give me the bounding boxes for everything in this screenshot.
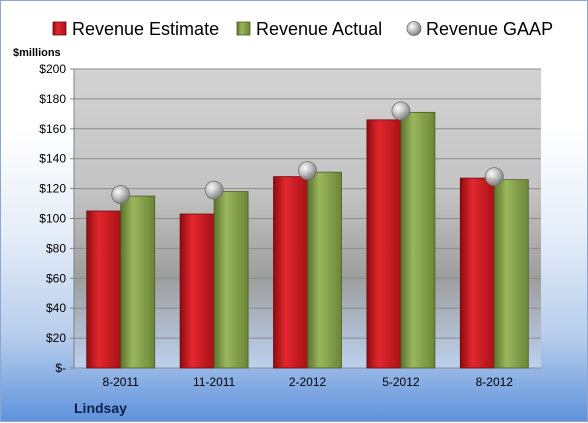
- y-tick-label: $60: [46, 271, 66, 285]
- legend-label: Revenue Estimate: [72, 19, 219, 39]
- legend-swatch-estimate: [52, 21, 67, 36]
- bar-revenue-actual: [120, 195, 156, 369]
- bar-revenue-actual: [400, 111, 436, 369]
- y-tick-label: $20: [46, 331, 66, 345]
- y-tick-label: $40: [46, 301, 66, 315]
- marker-revenue-gaap: [484, 167, 504, 187]
- bar-revenue-estimate: [86, 210, 122, 369]
- bar-revenue-estimate: [179, 213, 215, 369]
- y-tick-label: $200: [39, 62, 66, 76]
- y-tick-label: $120: [39, 182, 66, 196]
- y-axis: $200 $180 $160 $140 $120 $100 $80 $60 $40 $20 $-: [39, 62, 75, 375]
- y-tick-label: $-: [55, 361, 66, 375]
- marker-revenue-gaap: [298, 161, 317, 181]
- bar-revenue-estimate: [273, 176, 308, 369]
- x-tick-label: 5-2012: [382, 375, 420, 389]
- y-tick-label: $100: [39, 212, 66, 226]
- legend-label: Revenue Actual: [256, 19, 382, 39]
- y-tick-label: $140: [39, 152, 66, 166]
- gaap-markers: [111, 101, 504, 204]
- legend-swatch-actual: [236, 21, 251, 36]
- marker-revenue-gaap: [204, 180, 224, 200]
- unit-label: $millions: [13, 47, 61, 59]
- x-tick-label: 8-2012: [476, 375, 514, 389]
- y-tick-label: $180: [39, 92, 66, 106]
- x-tick-label: 2-2012: [289, 375, 327, 389]
- y-tick-label: $160: [39, 122, 66, 136]
- bar-revenue-estimate: [459, 177, 495, 369]
- legend-swatch-gaap: [406, 21, 422, 36]
- marker-revenue-gaap: [111, 185, 131, 204]
- legend: Revenue Estimate Revenue Actual Revenue GA…: [52, 19, 553, 39]
- y-tick-label: $80: [46, 241, 66, 255]
- marker-revenue-gaap: [391, 101, 411, 121]
- legend-label: Revenue GAAP: [426, 19, 553, 39]
- company-label: Lindsay: [74, 400, 127, 416]
- x-axis-labels: 8-2011 11-2011 2-2012 5-2012 8-2012: [102, 375, 513, 389]
- bar-revenue-actual: [307, 171, 342, 369]
- bar-revenue-actual: [493, 179, 529, 369]
- bar-revenue-estimate: [366, 119, 402, 369]
- bar-revenue-actual: [213, 191, 249, 369]
- bars: [86, 111, 529, 369]
- x-tick-label: 8-2011: [102, 375, 139, 389]
- x-tick-label: 11-2011: [193, 375, 236, 389]
